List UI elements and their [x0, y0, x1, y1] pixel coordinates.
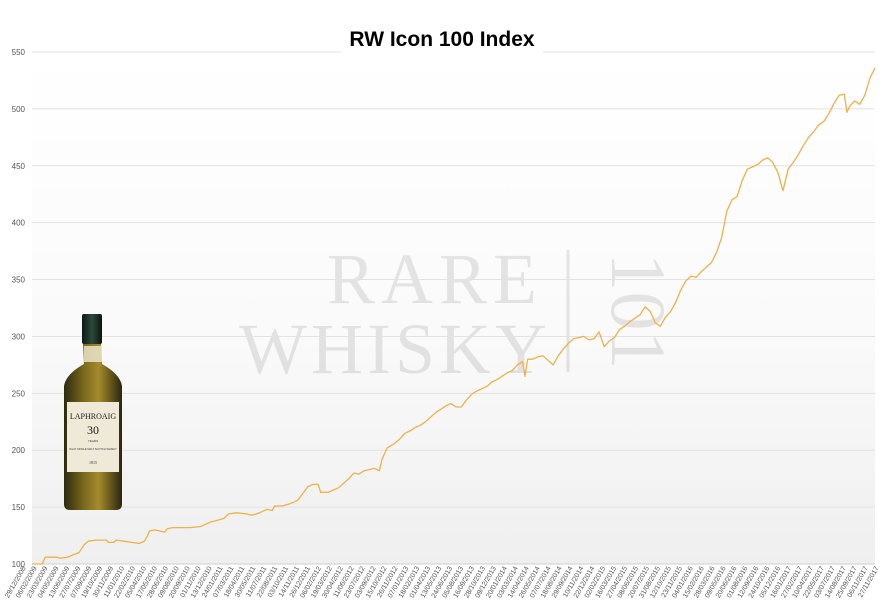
y-tick-label: 250	[12, 389, 26, 398]
bottle-age-text: 30	[87, 423, 99, 437]
series-line	[32, 67, 876, 565]
y-tick-label: 300	[12, 332, 26, 341]
watermark-text-whisky: WHISKY	[239, 309, 551, 389]
bottle-small-text: ISLAY SINGLE MALT SCOTCH WHISKY	[69, 447, 117, 451]
chart-title-box: RW Icon 100 Index	[341, 22, 543, 58]
bottle-cap	[82, 314, 102, 344]
x-axis-tick-labels: 29/12/200806/02/200923/03/200904/05/2009…	[4, 565, 881, 599]
watermark-number: 101	[595, 253, 682, 370]
plot-area	[32, 52, 875, 564]
chart-title: RW Icon 100 Index	[349, 28, 535, 51]
neck-label	[84, 346, 102, 362]
bottle-est-text: 1815	[89, 460, 97, 465]
y-tick-label: 400	[12, 219, 26, 228]
bottle-label	[67, 402, 119, 472]
y-tick-label: 350	[12, 276, 26, 285]
gridlines	[32, 51, 875, 565]
watermark-text-rare: RARE	[327, 239, 543, 319]
y-tick-label: 150	[12, 503, 26, 512]
y-tick-label: 100	[12, 560, 26, 569]
series-layer	[32, 67, 876, 565]
y-tick-label: 550	[12, 48, 26, 57]
y-tick-label: 500	[12, 105, 26, 114]
watermark-logo: RARE WHISKY 101	[239, 239, 682, 389]
plot-background	[32, 52, 875, 564]
y-tick-label: 450	[12, 162, 26, 171]
y-axis-tick-labels: 100 150 200 250 300 350 400 450 500 550	[12, 48, 26, 569]
whisky-bottle-image: LAPHROAIG 30 YEARS ISLAY SINGLE MALT SCO…	[64, 314, 122, 510]
y-tick-label: 200	[12, 446, 26, 455]
bottle-years-text: YEARS	[88, 439, 98, 443]
bottle-brand-text: LAPHROAIG	[70, 412, 116, 421]
